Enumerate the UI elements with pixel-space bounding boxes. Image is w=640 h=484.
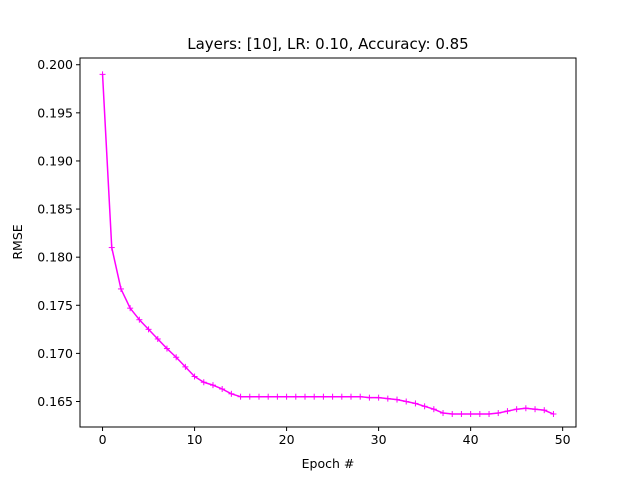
data-point-marker <box>301 393 308 400</box>
y-tick-label: 0.180 <box>37 250 73 265</box>
data-point-marker <box>403 398 410 405</box>
data-point-marker <box>495 410 502 417</box>
y-tick-label: 0.195 <box>37 105 73 120</box>
y-tick-label: 0.185 <box>37 202 73 217</box>
data-point-marker <box>209 382 216 389</box>
data-point-marker <box>191 373 198 380</box>
data-point-marker <box>219 385 226 392</box>
data-point-marker <box>228 390 235 397</box>
data-point-marker <box>421 403 428 410</box>
y-tick-label: 0.175 <box>37 298 73 313</box>
data-point-marker <box>329 393 336 400</box>
y-tick-label: 0.165 <box>37 394 73 409</box>
data-point-marker <box>145 326 152 333</box>
chart-title: Layers: [10], LR: 0.10, Accuracy: 0.85 <box>187 35 468 53</box>
data-point-marker <box>430 406 437 413</box>
data-point-marker <box>136 316 143 323</box>
y-tick-label: 0.190 <box>37 153 73 168</box>
data-point-marker <box>394 396 401 403</box>
data-point-marker <box>108 244 115 251</box>
data-point-marker <box>504 408 511 415</box>
x-tick-label: 10 <box>187 432 203 447</box>
data-point-marker <box>486 411 493 418</box>
data-point-marker <box>550 411 557 418</box>
data-point-marker <box>311 393 318 400</box>
data-point-marker <box>283 393 290 400</box>
data-point-marker <box>384 395 391 402</box>
x-tick-label: 0 <box>99 432 107 447</box>
data-point-marker <box>513 406 520 413</box>
data-point-marker <box>320 393 327 400</box>
data-point-marker <box>458 411 465 418</box>
x-tick-label: 20 <box>279 432 295 447</box>
data-point-marker <box>338 393 345 400</box>
y-tick-label: 0.170 <box>37 346 73 361</box>
data-point-marker <box>366 394 373 401</box>
data-point-marker <box>99 71 106 78</box>
plot-area <box>99 71 557 418</box>
x-axis: 0 10 20 30 40 50 <box>99 427 571 447</box>
data-point-marker <box>375 394 382 401</box>
data-point-marker <box>541 407 548 414</box>
data-point-marker <box>265 393 272 400</box>
data-point-marker <box>117 285 124 292</box>
data-point-marker <box>440 410 447 417</box>
data-point-marker <box>237 393 244 400</box>
data-point-marker <box>292 393 299 400</box>
y-axis-label: RMSE <box>10 224 25 259</box>
data-point-marker <box>476 411 483 418</box>
data-point-marker <box>522 405 529 412</box>
x-tick-label: 30 <box>371 432 387 447</box>
data-point-marker <box>357 393 364 400</box>
y-axis: 0.165 0.170 0.175 0.180 0.185 0.190 0.195 0.200 <box>37 57 80 409</box>
data-point-marker <box>532 406 539 413</box>
x-axis-label: Epoch # <box>302 456 355 471</box>
data-point-marker <box>127 305 134 312</box>
data-point-marker <box>154 335 161 342</box>
data-point-marker <box>449 411 456 418</box>
data-point-marker <box>348 393 355 400</box>
axes-frame <box>79 57 577 428</box>
y-tick-label: 0.200 <box>37 57 73 72</box>
data-point-marker <box>246 393 253 400</box>
data-point-marker <box>255 393 262 400</box>
data-point-marker <box>274 393 281 400</box>
x-tick-label: 50 <box>555 432 571 447</box>
data-point-marker <box>467 411 474 418</box>
data-point-marker <box>163 345 170 352</box>
data-point-marker <box>412 400 419 407</box>
data-point-marker <box>182 363 189 370</box>
x-tick-label: 40 <box>463 432 479 447</box>
data-point-marker <box>200 379 207 386</box>
data-point-marker <box>173 354 180 361</box>
